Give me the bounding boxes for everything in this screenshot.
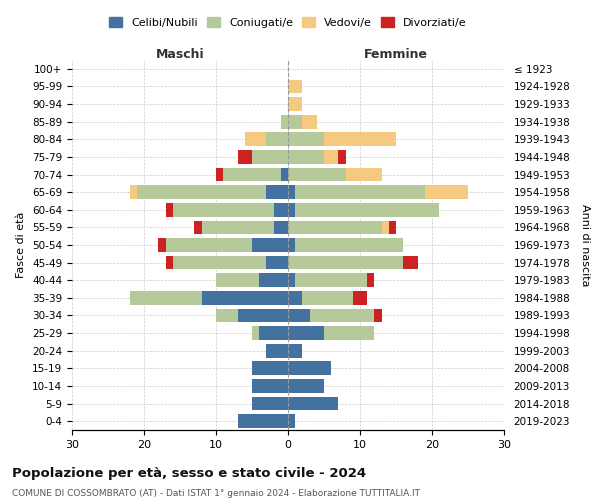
- Bar: [274, 203, 288, 216]
- Bar: [288, 132, 324, 146]
- Bar: [288, 203, 295, 216]
- Bar: [252, 326, 259, 340]
- Bar: [310, 308, 374, 322]
- Bar: [252, 396, 288, 410]
- Bar: [130, 291, 202, 304]
- Text: COMUNE DI COSSOMBRATO (AT) - Dati ISTAT 1° gennaio 2024 - Elaborazione TUTTITALI: COMUNE DI COSSOMBRATO (AT) - Dati ISTAT …: [12, 489, 420, 498]
- Bar: [425, 186, 468, 199]
- Text: Femmine: Femmine: [364, 48, 428, 61]
- Bar: [252, 150, 288, 164]
- Bar: [288, 238, 295, 252]
- Bar: [259, 326, 288, 340]
- Bar: [295, 203, 439, 216]
- Bar: [238, 308, 288, 322]
- Bar: [288, 326, 324, 340]
- Y-axis label: Fasce di età: Fasce di età: [16, 212, 26, 278]
- Bar: [346, 168, 382, 181]
- Bar: [202, 291, 288, 304]
- Bar: [288, 186, 295, 199]
- Bar: [266, 344, 288, 358]
- Bar: [166, 256, 173, 270]
- Bar: [216, 274, 259, 287]
- Text: Maschi: Maschi: [155, 48, 205, 61]
- Bar: [288, 396, 338, 410]
- Bar: [137, 186, 266, 199]
- Bar: [259, 274, 288, 287]
- Y-axis label: Anni di nascita: Anni di nascita: [580, 204, 590, 286]
- Text: Popolazione per età, sesso e stato civile - 2024: Popolazione per età, sesso e stato civil…: [12, 468, 366, 480]
- Bar: [202, 220, 274, 234]
- Bar: [288, 115, 302, 128]
- Bar: [238, 150, 252, 164]
- Bar: [288, 274, 295, 287]
- Bar: [295, 238, 403, 252]
- Bar: [216, 168, 223, 181]
- Bar: [288, 168, 346, 181]
- Bar: [288, 150, 324, 164]
- Bar: [288, 256, 403, 270]
- Bar: [166, 203, 173, 216]
- Bar: [288, 362, 331, 375]
- Bar: [324, 150, 338, 164]
- Bar: [158, 238, 166, 252]
- Bar: [266, 132, 288, 146]
- Bar: [266, 186, 288, 199]
- Bar: [166, 238, 252, 252]
- Bar: [252, 238, 288, 252]
- Bar: [367, 274, 374, 287]
- Bar: [389, 220, 396, 234]
- Bar: [288, 220, 382, 234]
- Bar: [281, 168, 288, 181]
- Legend: Celibi/Nubili, Coniugati/e, Vedovi/e, Divorziati/e: Celibi/Nubili, Coniugati/e, Vedovi/e, Di…: [109, 18, 467, 28]
- Bar: [288, 379, 324, 393]
- Bar: [374, 308, 382, 322]
- Bar: [382, 220, 389, 234]
- Bar: [245, 132, 266, 146]
- Bar: [324, 132, 396, 146]
- Bar: [295, 186, 425, 199]
- Bar: [302, 291, 353, 304]
- Bar: [173, 203, 274, 216]
- Bar: [266, 256, 288, 270]
- Bar: [252, 362, 288, 375]
- Bar: [216, 308, 238, 322]
- Bar: [194, 220, 202, 234]
- Bar: [223, 168, 281, 181]
- Bar: [281, 115, 288, 128]
- Bar: [274, 220, 288, 234]
- Bar: [252, 379, 288, 393]
- Bar: [238, 414, 288, 428]
- Bar: [288, 97, 302, 111]
- Bar: [288, 308, 310, 322]
- Bar: [288, 291, 302, 304]
- Bar: [173, 256, 266, 270]
- Bar: [288, 344, 302, 358]
- Bar: [295, 274, 367, 287]
- Bar: [288, 414, 295, 428]
- Bar: [324, 326, 374, 340]
- Bar: [353, 291, 367, 304]
- Bar: [130, 186, 137, 199]
- Bar: [403, 256, 418, 270]
- Bar: [288, 80, 302, 94]
- Bar: [302, 115, 317, 128]
- Bar: [338, 150, 346, 164]
